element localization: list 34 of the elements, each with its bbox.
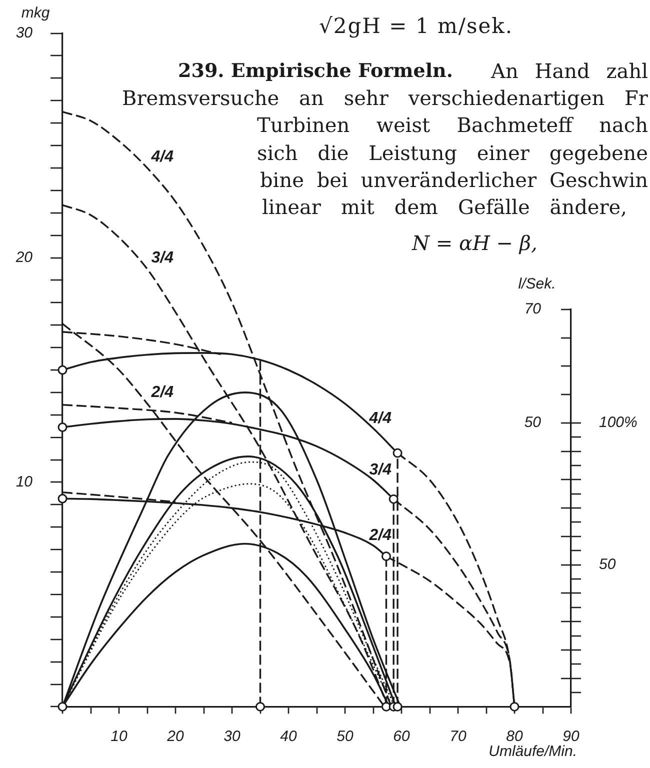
- annotation: linear mit dem Gefälle ändere,: [262, 195, 627, 219]
- series-label: 4/4: [368, 410, 392, 427]
- annotation: Turbinen weist Bachmeteff nach: [257, 113, 648, 137]
- series-label: 3/4: [151, 249, 174, 266]
- y-tick-label: 10: [16, 473, 34, 490]
- series-label: 2/4: [368, 526, 392, 544]
- x-tick-label: 10: [110, 728, 128, 745]
- y3-tick-label: 100%: [599, 414, 638, 432]
- y-tick-label: 20: [14, 248, 34, 266]
- y-tick-label: 30: [16, 24, 34, 42]
- series-label: 3/4: [369, 461, 392, 478]
- y-axis-title: mkg: [21, 4, 50, 22]
- y2-tick-label: 70: [524, 300, 542, 318]
- annotation: Bremsversuche an sehr verschiedenartigen Fr: [122, 86, 648, 110]
- y3-tick-label: 50: [599, 556, 616, 573]
- x-tick-label: 20: [166, 728, 184, 745]
- annotation: sich die Leistung einer gegebene: [257, 141, 648, 165]
- annotation: √2gH = 1 m/sek.: [319, 14, 514, 38]
- y2-axis-title: l/Sek.: [518, 276, 556, 293]
- annotation: 239. Empirische Formeln.: [178, 59, 453, 83]
- x-tick-label: 80: [506, 728, 524, 745]
- x-tick-label: 60: [393, 728, 410, 745]
- x-tick-label: 90: [562, 728, 580, 745]
- annotation: An Hand zahl: [491, 59, 648, 83]
- x-axis-title: Umläufe/Min.: [488, 742, 577, 760]
- x-tick-label: 70: [450, 728, 467, 745]
- y2-tick-label: 50: [524, 414, 542, 432]
- annotation: bine bei unveränderlicher Geschwin: [260, 168, 648, 192]
- x-tick-label: 50: [336, 728, 354, 745]
- x-tick-label: 40: [280, 728, 298, 745]
- series-label: 2/4: [150, 384, 174, 402]
- x-tick-label: 30: [224, 728, 241, 745]
- series-label: 4/4: [150, 148, 174, 166]
- annotation: N = αH − β,: [412, 231, 538, 255]
